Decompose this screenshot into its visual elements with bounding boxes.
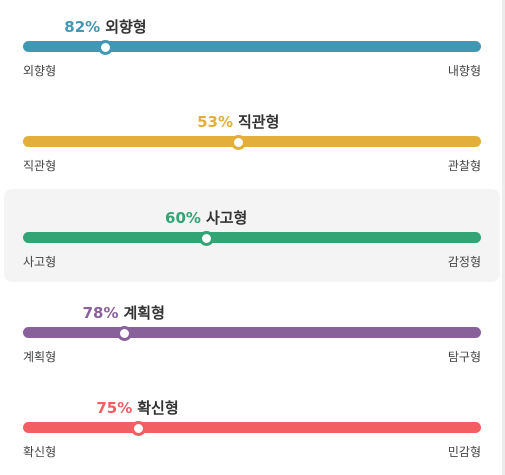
trait-nature-type: 사고형 [205,209,248,227]
scrollbar-track[interactable] [502,0,505,475]
trait-nature-right-label: 감정형 [447,255,481,269]
trait-mind-type: 직관형 [238,113,280,131]
trait-tactics-knob[interactable] [116,326,132,341]
trait-tactics-type: 계획형 [123,304,165,322]
trait-mind-right-label: 관찰형 [447,159,481,173]
trait-mind-knob[interactable] [231,135,247,150]
trait-energy-right-label: 내향형 [447,64,481,78]
trait-tactics-right-label: 탐구형 [447,350,481,364]
trait-energy: 82% 외향형 외향형 내향형 [4,0,500,91]
trait-mind-bar[interactable] [23,136,481,147]
trait-nature: 60% 사고형 사고형 감정형 [4,189,500,282]
trait-mind-percent: 53% [197,113,233,131]
trait-energy-left-label: 외향형 [23,64,57,78]
trait-identity-percent: 75% [96,399,133,417]
trait-nature-knob[interactable] [199,231,215,246]
trait-identity-heading: 75% 확신형 [96,397,178,418]
trait-mind-left-label: 직관형 [23,159,57,173]
trait-tactics: 78% 계획형 계획형 탐구형 [4,284,500,377]
trait-energy-heading: 82% 외향형 [64,16,146,37]
trait-identity-right-label: 민감형 [447,445,481,459]
trait-tactics-heading: 78% 계획형 [83,302,165,323]
trait-identity-type: 확신형 [137,399,179,417]
trait-energy-bar[interactable] [23,41,481,52]
trait-nature-left-label: 사고형 [23,255,57,269]
trait-mind: 53% 직관형 직관형 관찰형 [4,93,500,186]
trait-tactics-bar[interactable] [23,327,481,338]
trait-nature-bar[interactable] [23,232,481,243]
trait-energy-percent: 82% [64,18,101,36]
trait-identity: 75% 확신형 확신형 민감형 [4,379,500,472]
trait-nature-percent: 60% [165,209,201,227]
trait-energy-type: 외향형 [105,18,147,36]
trait-identity-knob[interactable] [130,421,146,436]
trait-identity-bar[interactable] [23,422,481,433]
trait-mind-heading: 53% 직관형 [197,111,279,132]
trait-energy-knob[interactable] [98,40,114,55]
trait-nature-heading: 60% 사고형 [165,207,247,228]
trait-tactics-left-label: 계획형 [23,350,57,364]
trait-tactics-percent: 78% [82,304,119,322]
trait-identity-left-label: 확신형 [23,445,57,459]
